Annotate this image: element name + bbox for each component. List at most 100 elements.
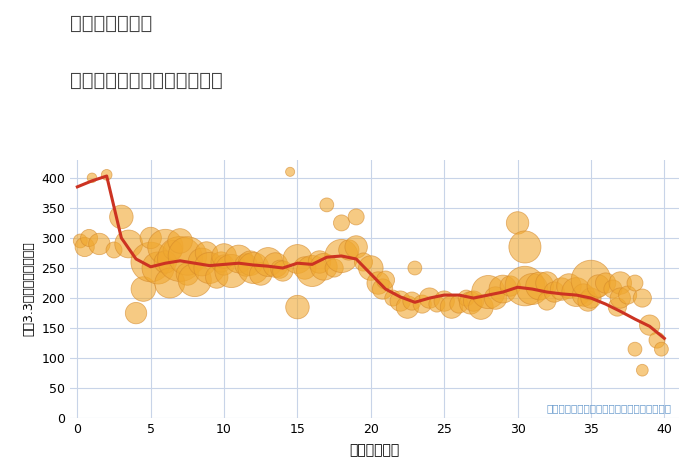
Point bbox=[656, 345, 667, 353]
Point bbox=[164, 279, 176, 287]
Point bbox=[274, 266, 286, 273]
Point bbox=[79, 243, 90, 251]
Point bbox=[526, 285, 538, 293]
Point bbox=[145, 258, 156, 266]
Point bbox=[116, 213, 127, 221]
Point bbox=[182, 270, 193, 278]
Point bbox=[314, 258, 325, 266]
Point bbox=[233, 255, 244, 263]
Point bbox=[556, 285, 567, 293]
Point bbox=[189, 276, 200, 284]
Point bbox=[549, 288, 560, 296]
Point bbox=[138, 285, 149, 293]
Point bbox=[241, 261, 252, 269]
Point bbox=[336, 219, 347, 227]
Point bbox=[358, 258, 369, 266]
Point bbox=[351, 213, 362, 221]
Point bbox=[83, 234, 94, 242]
Point bbox=[270, 261, 281, 269]
Point bbox=[534, 282, 545, 290]
Point bbox=[582, 298, 594, 305]
Point bbox=[519, 243, 531, 251]
Point bbox=[160, 243, 171, 251]
Point bbox=[482, 288, 493, 296]
Point bbox=[218, 261, 230, 269]
Point bbox=[380, 276, 391, 284]
Point bbox=[519, 282, 531, 290]
Point bbox=[644, 321, 655, 329]
X-axis label: 築年数（年）: 築年数（年） bbox=[349, 443, 400, 457]
Point bbox=[248, 264, 259, 272]
Point bbox=[578, 291, 589, 299]
Point bbox=[101, 171, 112, 179]
Text: 円の大きさは、取引のあった物件面積を示す: 円の大きさは、取引のあった物件面積を示す bbox=[547, 403, 672, 414]
Point bbox=[505, 282, 516, 290]
Point bbox=[336, 252, 347, 260]
Point bbox=[637, 294, 648, 302]
Point bbox=[395, 298, 406, 305]
Point bbox=[410, 264, 421, 272]
Point bbox=[245, 259, 256, 267]
Point bbox=[465, 299, 476, 306]
Text: 築年数別中古マンション価格: 築年数別中古マンション価格 bbox=[70, 70, 223, 89]
Point bbox=[145, 234, 156, 242]
Point bbox=[593, 282, 604, 290]
Point bbox=[402, 303, 413, 311]
Point bbox=[299, 264, 310, 272]
Point bbox=[292, 303, 303, 311]
Point bbox=[637, 367, 648, 374]
Point bbox=[321, 201, 332, 209]
Point bbox=[174, 237, 186, 245]
Point bbox=[468, 298, 480, 305]
Point bbox=[130, 309, 141, 317]
Point bbox=[585, 276, 596, 284]
Point bbox=[167, 246, 178, 254]
Point bbox=[454, 300, 465, 308]
Point bbox=[343, 246, 354, 254]
Point bbox=[218, 252, 230, 260]
Point bbox=[622, 291, 634, 299]
Point bbox=[585, 294, 596, 302]
Point bbox=[497, 285, 508, 293]
Point bbox=[541, 298, 552, 305]
Point bbox=[216, 258, 227, 266]
Point bbox=[612, 303, 623, 311]
Point bbox=[284, 168, 295, 176]
Point bbox=[75, 237, 86, 245]
Point bbox=[226, 267, 237, 275]
Point bbox=[608, 285, 619, 293]
Point bbox=[446, 303, 457, 311]
Point bbox=[461, 294, 472, 302]
Point bbox=[387, 294, 398, 302]
Point bbox=[262, 258, 274, 266]
Point bbox=[204, 264, 215, 272]
Point bbox=[174, 255, 186, 263]
Point bbox=[211, 273, 223, 281]
Point bbox=[615, 294, 626, 302]
Point bbox=[351, 243, 362, 251]
Point bbox=[416, 300, 428, 308]
Point bbox=[123, 240, 134, 248]
Point bbox=[564, 282, 575, 290]
Point bbox=[292, 255, 303, 263]
Point bbox=[406, 298, 417, 305]
Point bbox=[182, 252, 193, 260]
Point bbox=[431, 300, 442, 308]
Point bbox=[490, 294, 501, 302]
Point bbox=[424, 294, 435, 302]
Point bbox=[629, 279, 641, 287]
Point bbox=[153, 264, 164, 272]
Point bbox=[615, 279, 626, 287]
Point bbox=[160, 258, 171, 266]
Point bbox=[570, 288, 582, 296]
Point bbox=[475, 303, 486, 311]
Point bbox=[201, 249, 212, 257]
Point bbox=[256, 270, 267, 278]
Point bbox=[541, 279, 552, 287]
Text: 東京都越中島駅: 東京都越中島駅 bbox=[70, 14, 153, 33]
Point bbox=[307, 267, 318, 275]
Point bbox=[372, 279, 384, 287]
Point bbox=[197, 258, 208, 266]
Point bbox=[652, 337, 663, 344]
Point bbox=[600, 279, 611, 287]
